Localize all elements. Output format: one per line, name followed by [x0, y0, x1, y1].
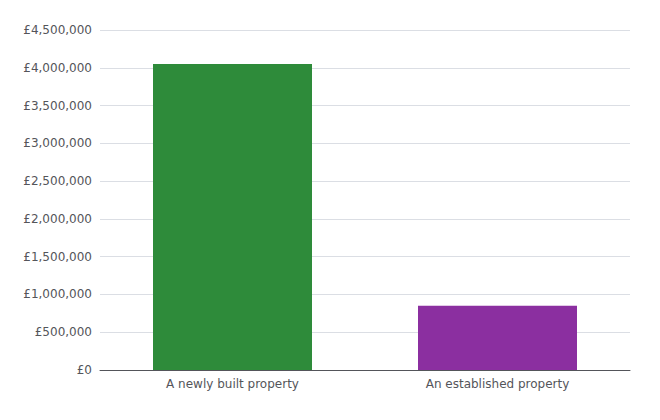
- svg-text:£3,000,000: £3,000,000: [23, 136, 92, 150]
- svg-text:£1,000,000: £1,000,000: [23, 287, 92, 301]
- svg-text:An established property: An established property: [426, 377, 570, 391]
- svg-text:£4,000,000: £4,000,000: [23, 61, 92, 75]
- svg-text:£2,500,000: £2,500,000: [23, 174, 92, 188]
- svg-text:£4,500,000: £4,500,000: [23, 23, 92, 37]
- svg-text:£2,000,000: £2,000,000: [23, 212, 92, 226]
- svg-text:£3,500,000: £3,500,000: [23, 99, 92, 113]
- svg-text:£0: £0: [77, 363, 92, 377]
- svg-text:£1,500,000: £1,500,000: [23, 250, 92, 264]
- svg-text:£500,000: £500,000: [35, 325, 92, 339]
- svg-text:A newly built property: A newly built property: [166, 377, 299, 391]
